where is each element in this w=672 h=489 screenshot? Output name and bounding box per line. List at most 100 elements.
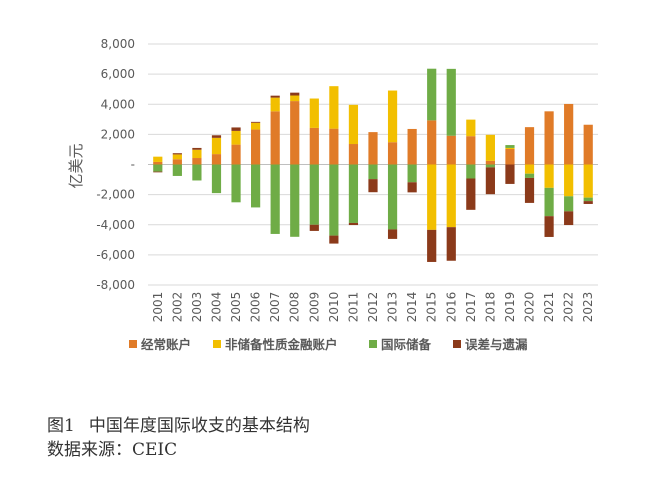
bar-segment xyxy=(583,164,593,198)
bar-segment xyxy=(251,122,261,130)
bar-segment xyxy=(583,197,593,202)
bar-segment xyxy=(544,111,554,165)
bar-segment xyxy=(505,164,515,184)
bar-segment xyxy=(309,164,319,225)
bar-segment xyxy=(192,164,202,181)
y-tick-label: -2,000 xyxy=(96,188,135,202)
x-tick-label: 2005 xyxy=(229,292,243,323)
bar-segment xyxy=(485,160,495,165)
bar-segment xyxy=(368,132,378,165)
x-tick-label: 2012 xyxy=(366,292,380,323)
bar-segment xyxy=(290,95,300,102)
x-tick-label: 2002 xyxy=(170,292,184,323)
y-tick-label: -8,000 xyxy=(96,278,135,292)
x-tick-label: 2023 xyxy=(581,292,595,323)
bar-segment xyxy=(329,235,339,244)
chart: -8,000 -6,000 -4,000 -2,000-2,000 4,000 6,000… xyxy=(67,37,598,352)
y-tick-label: -4,000 xyxy=(96,218,135,232)
bars xyxy=(153,68,593,262)
x-tick-label: 2014 xyxy=(405,292,419,323)
bar-segment xyxy=(583,201,593,204)
bar-segment xyxy=(564,211,574,226)
figure-number: 图1 xyxy=(47,416,75,436)
bar-segment xyxy=(172,159,182,165)
legend-item: 经常账户 xyxy=(129,337,191,352)
legend-label: 国际储备 xyxy=(381,337,432,352)
bar-segment xyxy=(446,164,456,228)
bar-segment xyxy=(485,134,495,161)
bar-segment xyxy=(192,158,202,165)
bar-segment xyxy=(583,124,593,165)
y-tick-label: 6,000 xyxy=(101,67,135,81)
bar-segment xyxy=(153,171,163,173)
x-tick-label: 2018 xyxy=(483,292,497,323)
bar-segment xyxy=(251,129,261,165)
y-tick-label: 4,000 xyxy=(101,97,135,111)
bar-segment xyxy=(153,164,163,172)
bar-segment xyxy=(407,128,417,165)
x-tick-label: 2008 xyxy=(288,292,302,323)
y-axis-ticks: -8,000-6,000-4,000-2,000-2,0004,0006,000… xyxy=(96,37,135,292)
x-tick-label: 2009 xyxy=(307,292,321,323)
bar-segment xyxy=(153,156,163,162)
legend-item: 误差与遗漏 xyxy=(453,337,528,352)
bar-segment xyxy=(211,137,222,155)
bar-segment xyxy=(564,196,574,212)
bar-segment xyxy=(270,95,280,98)
legend-label: 非储备性质金融账户 xyxy=(225,337,338,352)
bar-segment xyxy=(231,130,241,145)
bar-segment xyxy=(153,161,163,165)
bar-segment xyxy=(466,119,476,137)
x-tick-label: 2016 xyxy=(444,292,458,323)
y-axis-label: 亿美元 xyxy=(67,143,85,188)
bar-segment xyxy=(524,177,535,203)
x-tick-label: 2019 xyxy=(503,292,517,323)
bar-segment xyxy=(544,164,554,188)
bar-segment xyxy=(309,224,319,231)
bar-segment xyxy=(251,121,261,123)
legend-swatch xyxy=(213,340,221,348)
bar-segment xyxy=(172,154,182,160)
x-tick-label: 2015 xyxy=(425,292,439,323)
legend-item: 非储备性质金融账户 xyxy=(213,337,338,352)
bar-segment xyxy=(387,142,398,165)
bar-segment xyxy=(505,145,515,148)
bar-segment xyxy=(524,164,535,174)
bar-segment xyxy=(466,164,476,179)
bar-segment xyxy=(466,178,476,210)
bar-segment xyxy=(368,164,378,180)
bar-segment xyxy=(348,222,359,226)
bar-segment xyxy=(387,90,398,143)
bar-segment xyxy=(270,164,280,234)
bar-segment xyxy=(211,135,222,138)
bar-segment xyxy=(407,164,417,183)
x-tick-label: 2013 xyxy=(386,292,400,323)
bar-segment xyxy=(524,173,535,178)
x-tick-label: 2007 xyxy=(268,292,282,323)
bar-segment xyxy=(485,164,495,168)
x-tick-label: 2021 xyxy=(542,292,556,323)
bar-segment xyxy=(544,187,554,217)
bar-segment xyxy=(192,147,202,150)
y-tick-label: -6,000 xyxy=(96,248,135,262)
bar-segment xyxy=(270,111,280,165)
figure-caption: 图1 中国年度国际收支的基本结构 数据来源：CEIC xyxy=(47,414,310,462)
figure-title: 中国年度国际收支的基本结构 xyxy=(88,416,310,436)
bar-segment xyxy=(407,182,417,193)
bar-segment xyxy=(427,120,437,165)
bar-segment xyxy=(505,147,515,149)
x-axis-ticks: 2001 2002 2003 2004 2005 2006 2007 2008 2009 2010… xyxy=(151,292,595,323)
legend: 经常账户 非储备性质金融账户 国际储备 误差与遗漏 xyxy=(129,337,528,352)
bar-segment xyxy=(192,149,202,159)
bar-segment xyxy=(387,229,398,239)
bar-segment xyxy=(564,164,574,197)
x-tick-label: 2003 xyxy=(190,292,204,323)
x-tick-label: 2001 xyxy=(151,292,165,323)
bar-segment xyxy=(329,86,339,129)
bar-segment xyxy=(211,154,222,165)
bar-segment xyxy=(524,127,535,165)
x-tick-label: 2006 xyxy=(249,292,263,323)
bar-segment xyxy=(485,167,495,195)
bar-segment xyxy=(348,104,359,145)
x-tick-label: 2020 xyxy=(523,292,537,323)
